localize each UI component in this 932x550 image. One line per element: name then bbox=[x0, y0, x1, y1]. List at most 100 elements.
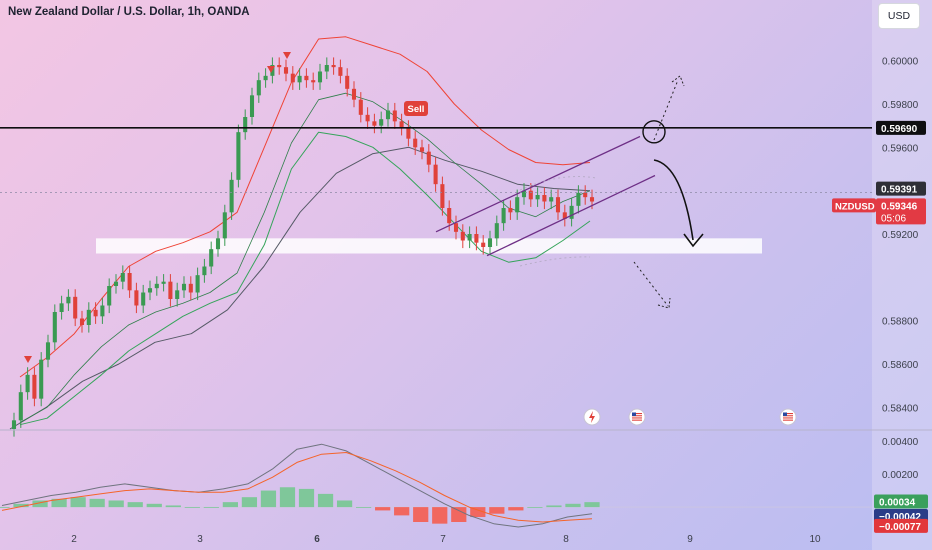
current-price-text: 0.59346 bbox=[881, 201, 918, 212]
us-flag-event-icon[interactable] bbox=[779, 408, 797, 426]
candle-body bbox=[45, 342, 51, 360]
macd-histogram-bar bbox=[51, 498, 67, 508]
moving-average-line bbox=[9, 146, 591, 430]
macd-histogram-bar bbox=[260, 490, 277, 508]
candle-body bbox=[521, 190, 527, 198]
candle-body bbox=[86, 309, 91, 325]
candle-body bbox=[290, 73, 295, 83]
macd-histogram-bar bbox=[222, 502, 238, 508]
candle-body bbox=[542, 195, 547, 202]
candle-body bbox=[501, 208, 506, 224]
candle-body bbox=[419, 147, 425, 152]
candle-body bbox=[181, 283, 187, 291]
macd-histogram-bar bbox=[451, 507, 467, 522]
candle-body bbox=[18, 392, 23, 421]
flag-stripe bbox=[783, 417, 793, 419]
countdown-text: 05:06 bbox=[881, 213, 906, 224]
candle-body bbox=[215, 238, 221, 250]
candle-body bbox=[134, 290, 139, 306]
macd-histogram-bar bbox=[584, 502, 600, 508]
currency-button[interactable]: USD bbox=[878, 3, 920, 29]
time-tick-label: 10 bbox=[809, 534, 821, 545]
price-tick-label: 0.59800 bbox=[882, 100, 919, 111]
candle-body bbox=[365, 114, 370, 122]
bear-scenario-arrow[interactable] bbox=[633, 261, 669, 307]
sell-marker[interactable] bbox=[24, 356, 32, 363]
price-tick-label: 0.58400 bbox=[882, 403, 919, 414]
macd-histogram-bar bbox=[70, 497, 86, 508]
candle-body bbox=[52, 312, 57, 343]
time-tick-label: 6 bbox=[314, 534, 320, 545]
macd-histogram-bar bbox=[165, 505, 181, 508]
macd-line bbox=[1, 443, 593, 528]
candle-body bbox=[297, 75, 302, 83]
macd-histogram-bar bbox=[203, 507, 219, 508]
candle-body bbox=[535, 195, 540, 200]
candle-body bbox=[120, 273, 125, 282]
macd-histogram-bar bbox=[356, 507, 372, 508]
candle-body bbox=[345, 75, 350, 89]
macd-histogram-bar bbox=[546, 505, 562, 508]
macd-histogram-bar bbox=[241, 497, 258, 508]
bull-scenario-arrow[interactable] bbox=[653, 79, 679, 141]
last-price-tag: 0.59391 bbox=[876, 181, 926, 196]
flag-stripe bbox=[783, 415, 793, 417]
candle-body bbox=[481, 242, 486, 247]
price-tick-label: 0.59200 bbox=[882, 230, 919, 241]
flag-stripe bbox=[783, 413, 793, 415]
candle-body bbox=[32, 374, 37, 399]
macd-histogram-tag-text: 0.00034 bbox=[879, 497, 916, 508]
flag-stripe bbox=[632, 413, 642, 415]
candle-body bbox=[453, 223, 459, 232]
macd-histogram-bar bbox=[298, 488, 315, 508]
resistance-price-tag-bg bbox=[876, 120, 926, 135]
candle-body bbox=[433, 164, 438, 185]
drop-arrow[interactable] bbox=[653, 159, 694, 241]
macd-value-tag-text: −0.00042 bbox=[879, 512, 921, 523]
breakout-circle[interactable] bbox=[642, 120, 666, 144]
candle-body bbox=[338, 67, 343, 76]
sell-marker[interactable] bbox=[267, 66, 275, 73]
candle-body bbox=[460, 231, 465, 241]
price-tick-label: 0.59600 bbox=[882, 143, 919, 154]
sell-label-bg bbox=[404, 101, 428, 116]
candle-body bbox=[236, 132, 241, 180]
flag-stripe bbox=[632, 415, 642, 417]
resistance-price-tag: 0.59690 bbox=[876, 120, 926, 135]
candle-body bbox=[283, 67, 289, 74]
support-zone[interactable] bbox=[96, 238, 762, 254]
symbol-tag-bg bbox=[832, 198, 876, 213]
candle-body bbox=[175, 290, 180, 299]
candle-body bbox=[317, 71, 323, 83]
price-axis-background bbox=[872, 0, 932, 550]
candle-body bbox=[277, 65, 282, 68]
us-flag-event-icon-bg bbox=[779, 408, 797, 426]
candle-body bbox=[195, 275, 200, 293]
candle-body bbox=[73, 296, 78, 319]
flag-stripe bbox=[632, 419, 642, 421]
macd-histogram-bar bbox=[470, 507, 486, 518]
sell-marker[interactable] bbox=[283, 52, 291, 59]
last-price-tag-text: 0.59391 bbox=[881, 185, 918, 196]
candle-body bbox=[59, 303, 64, 312]
bull-scenario-arrow-head bbox=[671, 75, 685, 87]
candle-body bbox=[331, 65, 336, 68]
drop-arrow-head bbox=[683, 233, 704, 248]
channel-upper-line[interactable] bbox=[435, 135, 641, 233]
macd-signal-tag: −0.00077 bbox=[874, 518, 928, 533]
current-price-tag-bg bbox=[876, 198, 926, 225]
channel-lower-line[interactable] bbox=[486, 174, 656, 257]
candle-body bbox=[161, 281, 166, 284]
candle-body bbox=[154, 283, 159, 289]
lightning-event-icon[interactable] bbox=[583, 408, 601, 426]
flag-stripe bbox=[632, 417, 642, 419]
candle-body bbox=[324, 65, 329, 72]
us-flag-event-icon[interactable] bbox=[628, 408, 646, 426]
macd-histogram-bar bbox=[413, 507, 429, 522]
candle-body bbox=[392, 110, 397, 122]
sell-label[interactable]: Sell bbox=[404, 101, 428, 116]
overlays: Sell bbox=[0, 52, 872, 426]
